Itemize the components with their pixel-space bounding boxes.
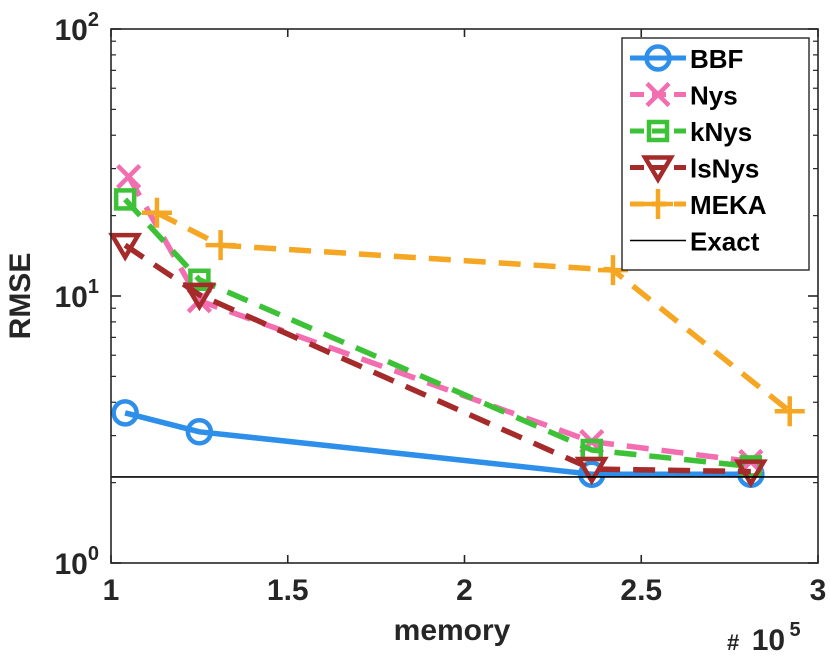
series-lsnys-point-3 xyxy=(733,459,768,488)
y-tick-label-base-0: 10 xyxy=(55,548,88,581)
series-knys-point-1-shape xyxy=(188,268,211,292)
legend-marker-bbf xyxy=(644,44,672,72)
legend-label-exact: Exact xyxy=(690,227,760,257)
series-bbf-point-2 xyxy=(578,460,606,488)
series-lsnys-point-1 xyxy=(182,282,217,312)
y-tick-label-power-2: 2 xyxy=(88,9,99,31)
legend-marker-knys xyxy=(646,119,670,143)
y-tick-label-base-1: 10 xyxy=(55,281,88,314)
series-knys-point-1 xyxy=(188,268,211,292)
x-axis-title: memory xyxy=(394,614,511,647)
series-bbf-point-0-shape xyxy=(111,399,139,427)
x-tick-label-3: 2.5 xyxy=(620,574,662,607)
series-layer xyxy=(108,164,818,488)
series-lsnys-point-0-shape xyxy=(108,232,143,262)
legend-marker-nys-shape xyxy=(645,81,671,108)
series-meka-point-3 xyxy=(774,396,805,427)
series-lsnys-point-3-shape xyxy=(733,459,768,488)
series-meka-point-3-shape xyxy=(774,396,805,427)
legend-entry-lsnys: lsNys xyxy=(630,154,759,184)
legend-entry-knys: kNys xyxy=(630,117,752,147)
x-tick-label-0: 1 xyxy=(103,574,120,607)
series-bbf xyxy=(111,399,765,488)
series-nys-point-0-shape xyxy=(116,164,142,190)
series-knys-line xyxy=(123,197,752,470)
x-exponent-prefix: # xyxy=(727,630,739,655)
y-tick-label-power-0: 0 xyxy=(88,543,99,565)
series-meka-point-1 xyxy=(205,230,236,261)
x-tick-label-2: 2 xyxy=(456,574,473,607)
legend-entry-exact: Exact xyxy=(630,227,760,257)
series-lsnys-point-2-shape xyxy=(574,456,609,486)
x-tick-label-4: 3 xyxy=(810,574,827,607)
x-exponent-power: 5 xyxy=(790,619,801,641)
series-lsnys-point-1-shape xyxy=(182,282,217,312)
y-tick-label-1: 101 xyxy=(55,276,100,314)
series-knys-point-0-shape xyxy=(113,188,137,211)
legend-entry-bbf: BBF xyxy=(630,44,743,74)
legend-marker-lsnys-shape xyxy=(641,155,675,184)
series-meka xyxy=(141,197,805,427)
series-bbf-point-1 xyxy=(185,418,214,446)
x-exponent-base: 10 xyxy=(752,624,785,657)
legend-entry-nys: Nys xyxy=(630,81,738,111)
x-tick-label-1: 1.5 xyxy=(267,574,309,607)
legend-label-lsnys: lsNys xyxy=(690,154,759,184)
legend-label-meka: MEKA xyxy=(690,190,767,220)
series-meka-point-1-shape xyxy=(205,230,236,261)
y-tick-label-power-1: 1 xyxy=(88,276,99,298)
series-bbf-point-0 xyxy=(111,399,139,427)
legend-marker-nys xyxy=(645,81,671,108)
y-tick-label-2: 102 xyxy=(55,9,100,47)
series-lsnys xyxy=(108,232,768,488)
series-lsnys-point-0 xyxy=(108,232,143,262)
series-meka-line xyxy=(155,210,792,414)
series-meka-point-0-shape xyxy=(141,197,172,228)
legend: BBF Nys kNys lsNys MEKA Exact xyxy=(621,37,810,271)
series-knys-point-0 xyxy=(113,188,137,211)
legend-label-knys: kNys xyxy=(690,117,752,147)
series-bbf-line xyxy=(124,410,751,477)
y-axis-title: RMSE xyxy=(4,253,37,340)
legend-marker-bbf-shape xyxy=(644,44,672,72)
legend-marker-lsnys xyxy=(641,155,675,184)
series-bbf-point-1-shape xyxy=(185,418,214,446)
legend-marker-knys-shape xyxy=(646,119,670,143)
series-lsnys-point-2 xyxy=(574,456,609,486)
legend-label-bbf: BBF xyxy=(690,44,743,74)
legend-box xyxy=(621,37,810,271)
x-exponent-label: # 10 5 xyxy=(727,619,801,657)
series-bbf-point-2-shape xyxy=(578,460,606,488)
series-nys-point-0 xyxy=(116,164,142,190)
y-tick-label-base-2: 10 xyxy=(55,14,88,47)
y-tick-label-0: 100 xyxy=(55,543,100,581)
series-lsnys-line xyxy=(123,242,751,475)
legend-marker-meka xyxy=(643,189,673,219)
series-meka-point-0 xyxy=(141,197,172,228)
legend-label-nys: Nys xyxy=(690,81,738,111)
legend-marker-meka-shape xyxy=(643,189,673,219)
legend-entry-meka: MEKA xyxy=(630,189,767,220)
